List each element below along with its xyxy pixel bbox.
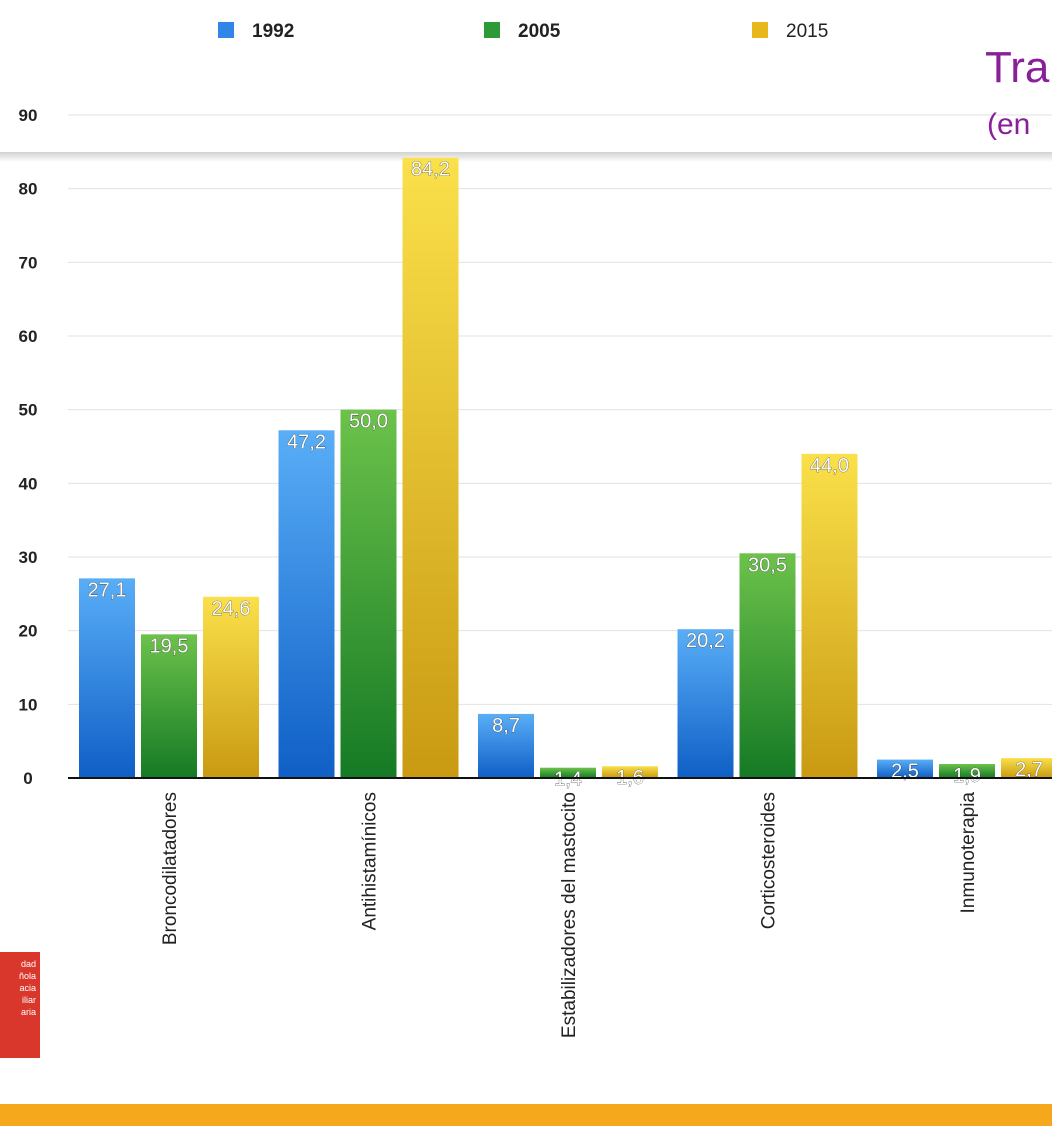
data-label: 47,2 bbox=[287, 431, 326, 453]
data-label: 84,2 bbox=[411, 159, 450, 181]
category-label: Estabilizadores del mastocito bbox=[559, 792, 580, 1038]
bar bbox=[341, 410, 397, 778]
bar bbox=[279, 430, 335, 778]
y-tick-label: 60 bbox=[19, 327, 38, 346]
bottom-bar bbox=[0, 1104, 1052, 1126]
subtitle-partial: (en bbox=[987, 108, 1030, 141]
bar bbox=[802, 454, 858, 778]
logo: dad ñola acia iliar aria bbox=[0, 952, 40, 1058]
y-tick-label: 0 bbox=[23, 769, 32, 788]
y-tick-label: 20 bbox=[19, 622, 38, 641]
x-axis: Broncodilatadores Antihistamínicos Estabil… bbox=[68, 778, 1052, 1038]
y-tick-label: 50 bbox=[19, 401, 38, 420]
y-axis: 0 10 20 30 40 50 60 70 80 90 bbox=[19, 106, 38, 788]
legend-swatch bbox=[484, 22, 500, 38]
y-tick-label: 10 bbox=[19, 695, 38, 714]
logo-line: aria bbox=[0, 1006, 36, 1018]
y-tick-label: 70 bbox=[19, 253, 38, 272]
category-label: Antihistamínicos bbox=[360, 792, 381, 930]
data-label: 19,5 bbox=[150, 635, 189, 657]
data-label: 30,5 bbox=[748, 554, 787, 576]
data-label: 27,1 bbox=[88, 579, 127, 601]
y-tick-label: 80 bbox=[19, 180, 38, 199]
legend-swatch bbox=[218, 22, 234, 38]
data-label: 44,0 bbox=[810, 455, 849, 477]
bar bbox=[203, 597, 259, 778]
logo-line: dad bbox=[0, 958, 36, 970]
legend-label: 1992 bbox=[252, 21, 294, 42]
logo-line: acia bbox=[0, 982, 36, 994]
category-label: Broncodilatadores bbox=[160, 792, 181, 945]
legend-label: 2005 bbox=[518, 21, 561, 42]
legend-swatch bbox=[752, 22, 768, 38]
category-label: Inmunoterapia bbox=[958, 792, 979, 914]
bars: 27,119,524,647,250,084,28,71,4 1,620,230,… bbox=[79, 158, 1052, 791]
bar bbox=[79, 578, 135, 778]
data-label: 20,2 bbox=[686, 630, 725, 652]
data-label: 50,0 bbox=[349, 411, 388, 433]
legend: 1992 2005 2015 bbox=[218, 21, 828, 42]
data-label: 24,6 bbox=[212, 598, 251, 620]
data-label: 1,9 bbox=[953, 765, 981, 787]
header-shadow bbox=[0, 152, 1052, 162]
y-tick-label: 90 bbox=[19, 106, 38, 125]
legend-label: 2015 bbox=[786, 21, 828, 42]
bar bbox=[403, 158, 459, 778]
y-tick-label: 40 bbox=[19, 474, 38, 493]
data-label: 1,4 bbox=[554, 769, 582, 791]
bar bbox=[740, 553, 796, 778]
logo-line: ñola bbox=[0, 970, 36, 982]
data-label: 2,5 bbox=[891, 761, 919, 783]
category-label: Corticosteroides bbox=[759, 792, 780, 929]
logo-line: iliar bbox=[0, 994, 36, 1006]
data-label: 8,7 bbox=[492, 715, 520, 737]
y-tick-label: 30 bbox=[19, 548, 38, 567]
title-partial: Tra bbox=[985, 43, 1050, 92]
